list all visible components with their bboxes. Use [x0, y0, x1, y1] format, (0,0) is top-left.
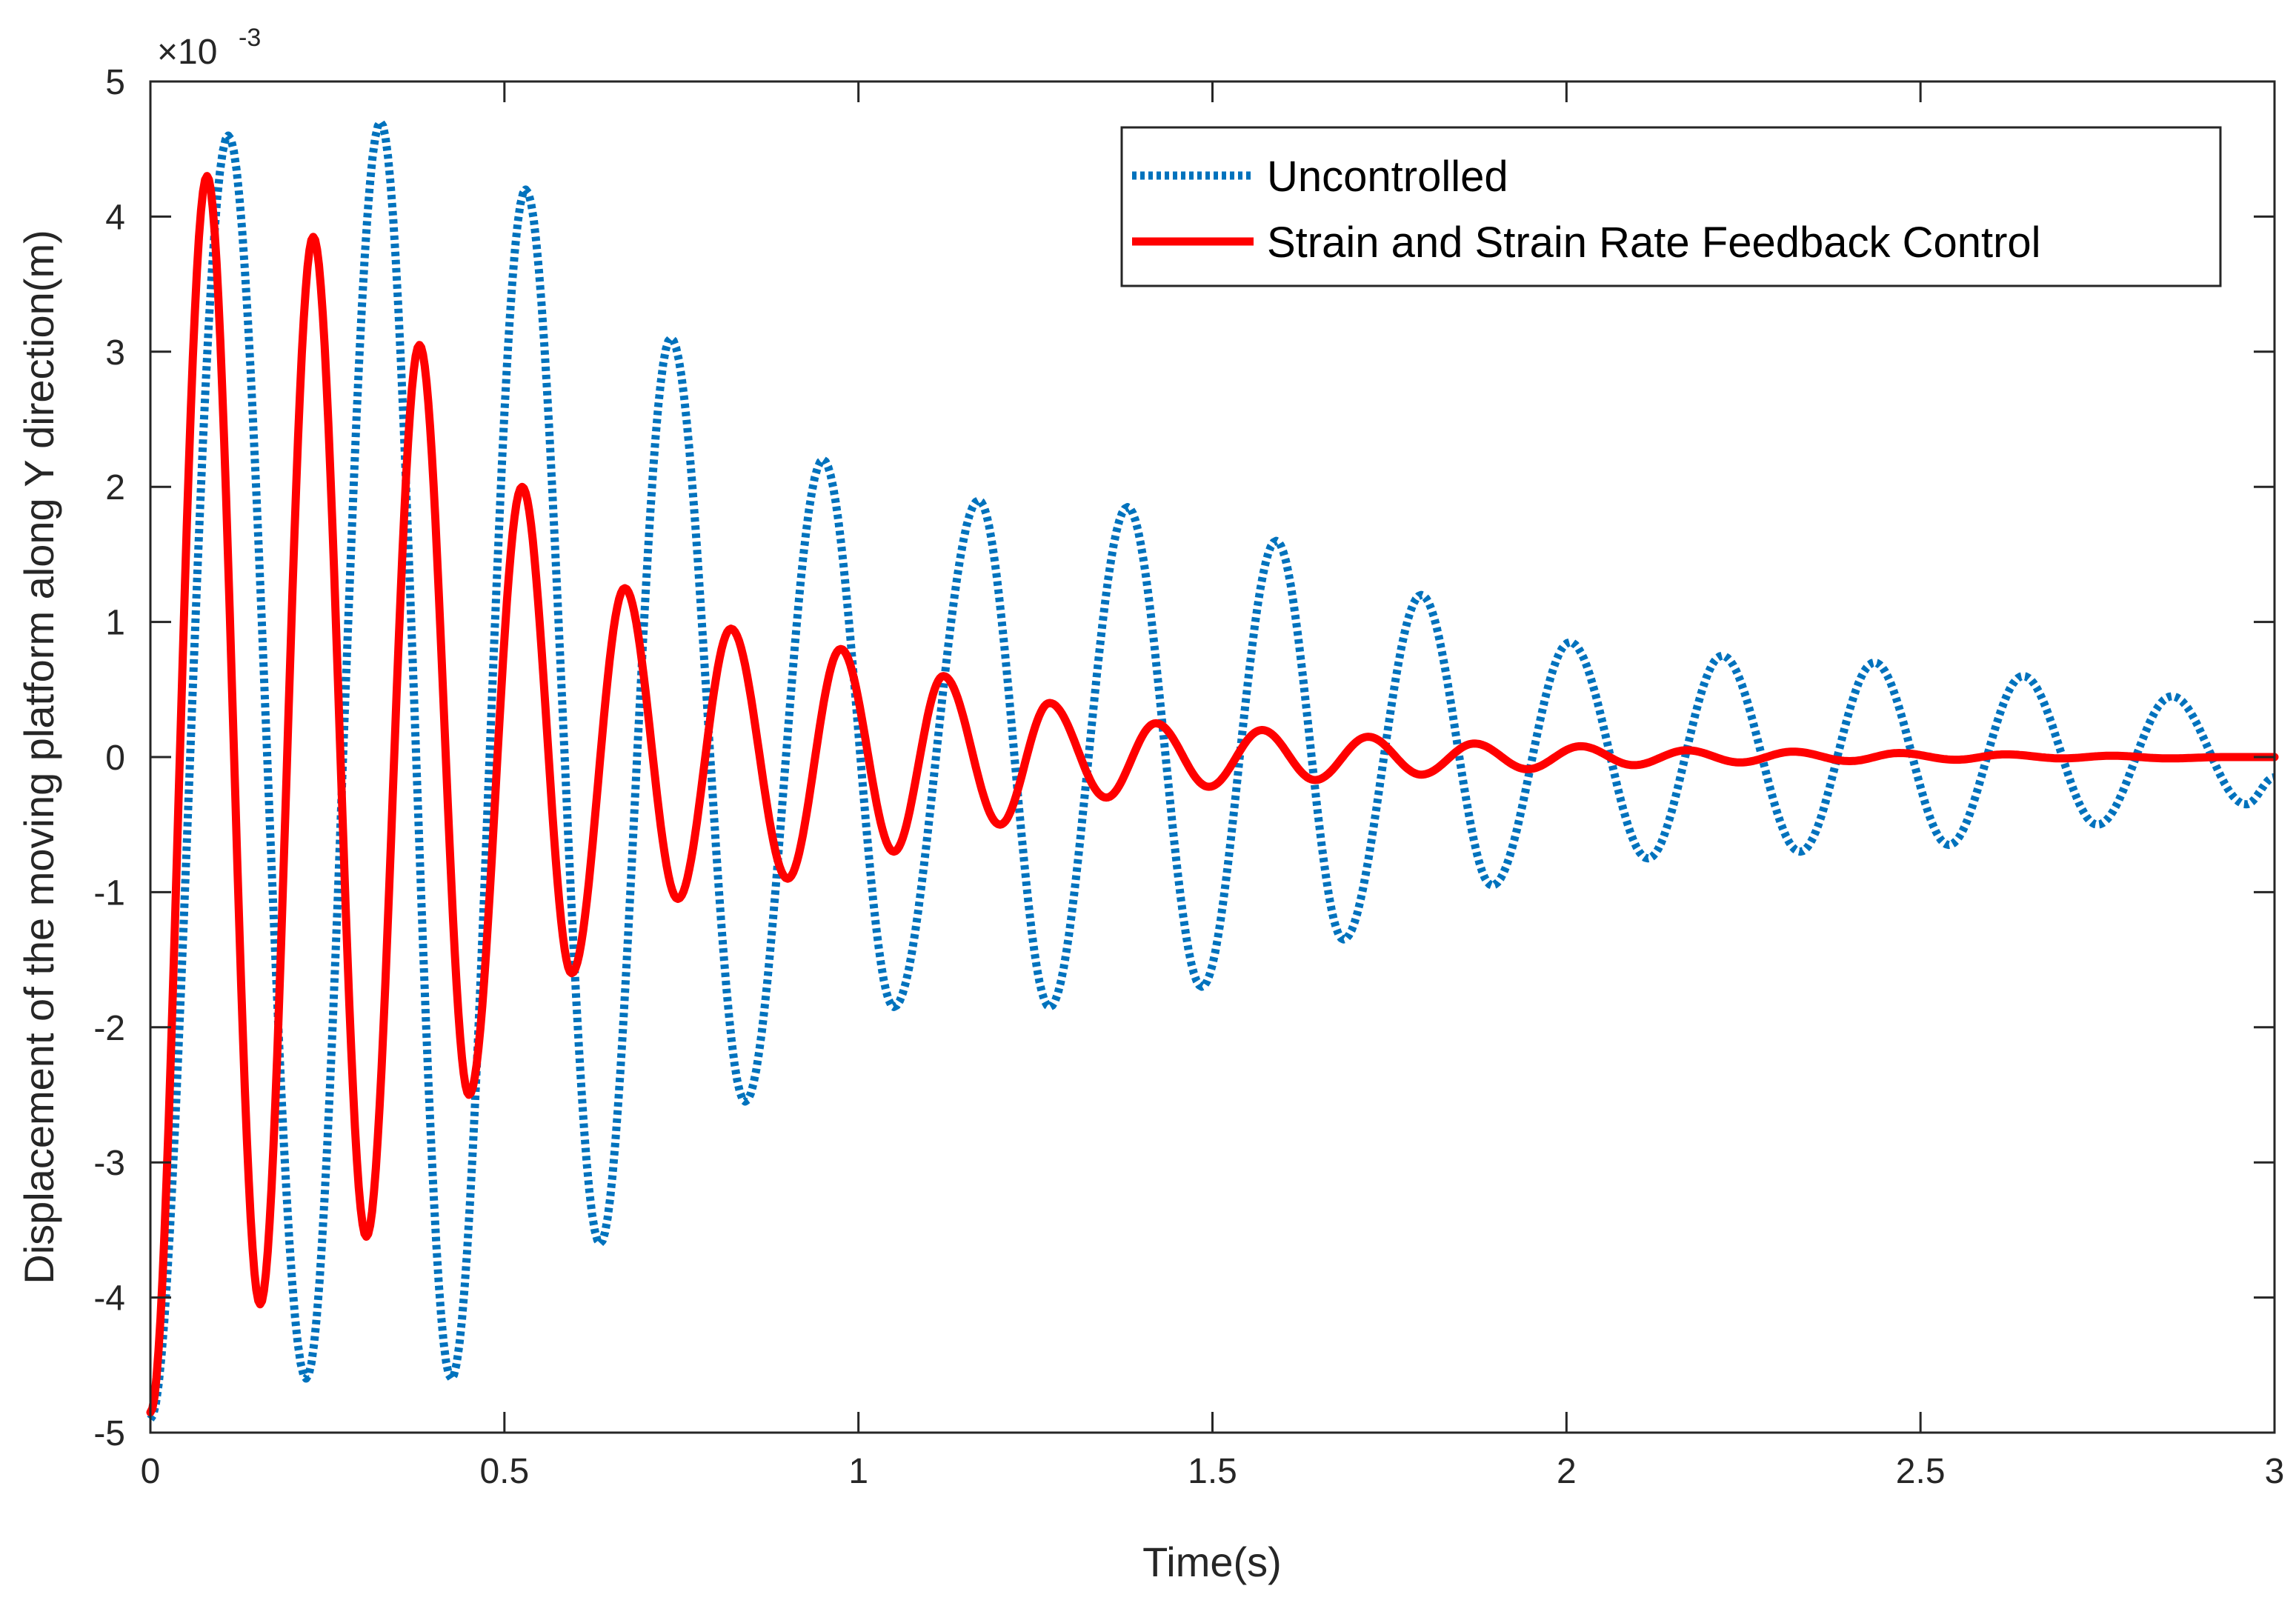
x-tick-label: 1 [848, 1452, 868, 1491]
y-tick-label: 3 [105, 333, 125, 373]
series-layer [146, 118, 2279, 1422]
legend: Uncontrolled Strain and Strain Rate Feed… [1120, 126, 2222, 287]
series-line-feedback-control [146, 172, 2279, 1417]
ticks-layer: 0 0.5 1 1.5 2 2.5 3 -5 -4 -3 -2 -1 0 1 2 3 4 5 [93, 63, 2284, 1491]
y-tick-label: -1 [93, 873, 125, 913]
x-tick-label: 0.5 [479, 1452, 529, 1491]
x-tick-label: 1.5 [1188, 1452, 1237, 1491]
legend-box [1120, 126, 2222, 287]
x-tick-label: 2 [1557, 1452, 1577, 1491]
series-line-uncontrolled [147, 118, 2278, 1422]
y-exponent-base: ×10 [157, 33, 217, 72]
y-tick-label: -5 [93, 1414, 125, 1453]
legend-label-feedback-control: Strain and Strain Rate Feedback Control [1267, 219, 2041, 267]
y-tick-label: -4 [93, 1279, 125, 1319]
y-tick-label: 2 [105, 468, 125, 507]
y-tick-label: 0 [105, 739, 125, 778]
x-axis-title: Time(s) [1142, 1539, 1282, 1585]
y-tick-label: 1 [105, 604, 125, 643]
x-tick-label: 0 [141, 1452, 161, 1491]
y-tick-label: -2 [93, 1009, 125, 1048]
y-tick-label: 5 [105, 63, 125, 102]
y-exponent-label: ×10 -3 [157, 24, 261, 72]
y-tick-label: 4 [105, 198, 125, 237]
y-exponent-power: -3 [239, 24, 261, 52]
x-tick-label: 3 [2265, 1452, 2285, 1491]
y-tick-label: -3 [93, 1144, 125, 1183]
x-tick-label: 2.5 [1896, 1452, 1946, 1491]
y-axis-title: Displacement of the moving platform alon… [16, 230, 62, 1284]
legend-label-uncontrolled: Uncontrolled [1267, 153, 1508, 201]
